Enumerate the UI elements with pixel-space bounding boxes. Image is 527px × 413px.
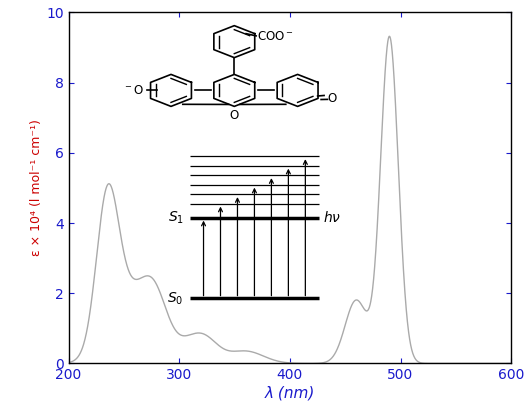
Y-axis label: ε × 10⁴ (l mol⁻¹ cm⁻¹): ε × 10⁴ (l mol⁻¹ cm⁻¹)	[30, 119, 43, 256]
Text: h$\nu$: h$\nu$	[323, 210, 341, 225]
Text: $S_0$: $S_0$	[167, 290, 183, 307]
Text: $S_1$: $S_1$	[168, 209, 183, 226]
X-axis label: λ (nm): λ (nm)	[265, 385, 315, 400]
